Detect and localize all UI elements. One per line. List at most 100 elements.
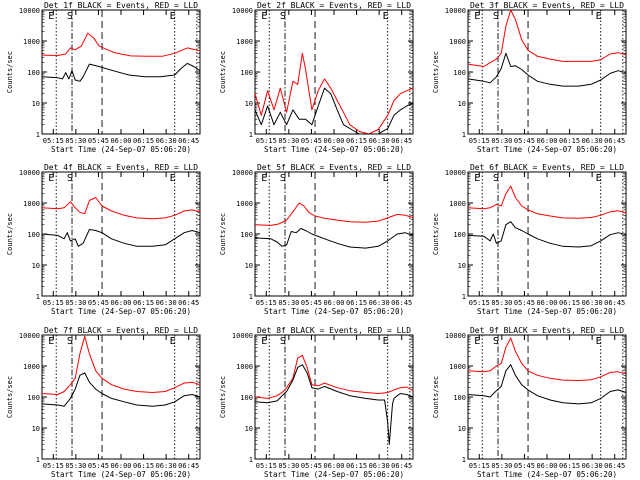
- y-tick-label: 1000: [449, 200, 466, 208]
- marker-label-e-end: E: [170, 173, 176, 184]
- x-tick-label: 06:45: [391, 137, 412, 145]
- y-axis-label: Counts/sec: [432, 213, 440, 255]
- y-tick-label: 10: [458, 100, 466, 108]
- y-tick-label: 100: [27, 231, 40, 239]
- x-tick-label: 06:45: [604, 299, 625, 307]
- marker-label-e-start: E: [48, 336, 54, 347]
- x-tick-label: 05:30: [65, 462, 86, 470]
- y-tick-label: 10000: [232, 332, 253, 340]
- y-tick-label: 100: [240, 69, 253, 77]
- y-tick-label: 1: [462, 131, 466, 139]
- marker-label-e-start: E: [474, 11, 480, 22]
- y-axis-label: Counts/sec: [432, 376, 440, 418]
- chart-panel-6: Det 6f BLACK = Events, RED = LLD 1 10 100 10…: [432, 163, 627, 316]
- chart-title: Det 8f BLACK = Events, RED = LLD: [257, 326, 411, 335]
- x-tick-label: 05:15: [469, 137, 490, 145]
- y-tick-label: 100: [240, 394, 253, 402]
- plot-frame: [41, 171, 201, 297]
- x-tick-label: 06:00: [323, 299, 344, 307]
- events-series-line: [467, 52, 627, 87]
- y-tick-label: 10000: [232, 169, 253, 177]
- y-tick-label: 1: [249, 131, 253, 139]
- chart-panel-1: Det 1f BLACK = Events, RED = LLD 1 10 100 10…: [6, 1, 201, 154]
- x-tick-label: 05:45: [514, 462, 535, 470]
- events-series-line: [254, 228, 414, 249]
- plot-frame: [467, 9, 627, 135]
- y-tick-label: 1000: [236, 38, 253, 46]
- x-tick-label: 05:15: [256, 462, 277, 470]
- y-tick-label: 100: [453, 69, 466, 77]
- x-tick-label: 05:45: [301, 299, 322, 307]
- chart-panel-4: Det 4f BLACK = Events, RED = LLD 1 10 100 10…: [6, 163, 201, 316]
- y-axis-label: Counts/sec: [432, 51, 440, 93]
- x-tick-label: 05:30: [491, 299, 512, 307]
- plot-frame: [41, 334, 201, 460]
- marker-label-s: S: [67, 11, 73, 22]
- marker-label-e-end: E: [383, 173, 389, 184]
- x-tick-label: 06:30: [369, 299, 390, 307]
- x-tick-label: 06:00: [536, 299, 557, 307]
- x-axis-label: Start Time (24-Sep-07 05:06:20): [264, 470, 404, 479]
- y-tick-label: 1: [462, 293, 466, 301]
- plot-frame: [467, 171, 627, 297]
- x-tick-label: 05:30: [65, 299, 86, 307]
- events-series-line: [41, 372, 201, 407]
- marker-label-e-end: E: [596, 173, 602, 184]
- y-tick-label: 100: [453, 231, 466, 239]
- y-tick-label: 100: [27, 394, 40, 402]
- x-axis-label: Start Time (24-Sep-07 05:06:20): [264, 145, 404, 154]
- y-tick-label: 1000: [236, 363, 253, 371]
- x-tick-label: 05:15: [469, 299, 490, 307]
- chart-title: Det 5f BLACK = Events, RED = LLD: [257, 163, 411, 172]
- y-axis-label: Counts/sec: [219, 376, 227, 418]
- x-tick-label: 06:30: [156, 462, 177, 470]
- x-tick-label: 05:15: [256, 299, 277, 307]
- x-tick-label: 06:15: [346, 462, 367, 470]
- chart-title: Det 6f BLACK = Events, RED = LLD: [470, 163, 624, 172]
- y-tick-label: 10: [245, 100, 253, 108]
- x-tick-label: 05:45: [88, 462, 109, 470]
- y-axis-label: Counts/sec: [6, 376, 14, 418]
- y-tick-label: 100: [453, 394, 466, 402]
- marker-label-e-start: E: [261, 173, 267, 184]
- x-tick-label: 06:30: [582, 462, 603, 470]
- events-series-line: [467, 364, 627, 405]
- lld-series-line: [254, 52, 414, 135]
- marker-label-e-start: E: [474, 336, 480, 347]
- marker-label-e-end: E: [170, 11, 176, 22]
- x-tick-label: 06:45: [178, 462, 199, 470]
- lld-series-line: [467, 185, 627, 219]
- y-tick-label: 1000: [23, 363, 40, 371]
- y-tick-label: 1: [249, 293, 253, 301]
- x-axis-label: Start Time (24-Sep-07 05:06:20): [264, 307, 404, 316]
- chart-title: Det 4f BLACK = Events, RED = LLD: [44, 163, 198, 172]
- x-tick-label: 05:15: [43, 299, 64, 307]
- x-axis-label: Start Time (24-Sep-07 05:06:20): [51, 470, 191, 479]
- marker-label-s: S: [493, 173, 499, 184]
- y-tick-label: 1000: [23, 200, 40, 208]
- y-tick-label: 10: [32, 262, 40, 270]
- y-tick-label: 10000: [445, 169, 466, 177]
- marker-label-s: S: [493, 11, 499, 22]
- y-tick-label: 1000: [236, 200, 253, 208]
- x-tick-label: 06:15: [559, 299, 580, 307]
- x-axis-label: Start Time (24-Sep-07 05:06:20): [51, 307, 191, 316]
- marker-label-s: S: [493, 336, 499, 347]
- marker-label-s: S: [280, 11, 286, 22]
- x-axis-label: Start Time (24-Sep-07 05:06:20): [477, 145, 617, 154]
- lld-series-line: [254, 202, 414, 226]
- plot-frame: [41, 9, 201, 135]
- y-tick-label: 100: [240, 231, 253, 239]
- x-tick-label: 05:30: [278, 137, 299, 145]
- marker-label-e-start: E: [474, 173, 480, 184]
- events-series-line: [254, 87, 414, 135]
- y-tick-label: 10: [32, 100, 40, 108]
- events-series-line: [41, 62, 201, 82]
- x-tick-label: 06:45: [604, 462, 625, 470]
- x-tick-label: 05:30: [278, 462, 299, 470]
- x-tick-label: 05:15: [256, 137, 277, 145]
- y-axis-label: Counts/sec: [6, 213, 14, 255]
- marker-label-e-start: E: [261, 11, 267, 22]
- x-tick-label: 06:00: [110, 137, 131, 145]
